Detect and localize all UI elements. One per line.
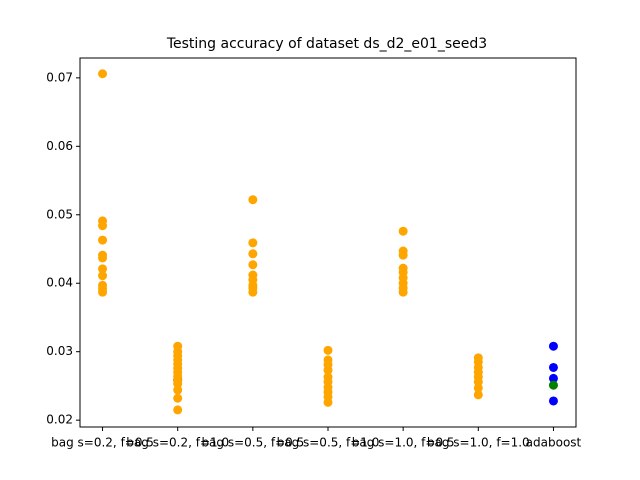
- point: [248, 260, 258, 270]
- point: [548, 396, 558, 406]
- x-tick-label: adaboost: [526, 436, 582, 450]
- point: [173, 385, 183, 395]
- y-tick-label: 0.07: [46, 70, 73, 84]
- x-tick-label: bag s=0.5, f=1.0: [277, 436, 380, 450]
- x-tick-label: bag s=0.2, f=1.0: [126, 436, 229, 450]
- point: [98, 221, 108, 231]
- point: [398, 250, 408, 260]
- point: [548, 373, 558, 383]
- point: [248, 287, 258, 297]
- point: [98, 264, 108, 274]
- point: [98, 253, 108, 263]
- point: [98, 69, 108, 79]
- y-tick-label: 0.02: [46, 413, 73, 427]
- point: [248, 195, 258, 205]
- y-tick-label: 0.05: [46, 207, 73, 221]
- point: [98, 271, 108, 281]
- y-tick-label: 0.06: [46, 139, 73, 153]
- point: [248, 238, 258, 248]
- y-tick-label: 0.04: [46, 276, 73, 290]
- point: [548, 341, 558, 351]
- point: [398, 287, 408, 297]
- point: [173, 379, 183, 389]
- point: [98, 287, 108, 297]
- point: [548, 362, 558, 372]
- point: [323, 397, 333, 407]
- point: [548, 380, 558, 390]
- x-tick-label: bag s=1.0, f=1.0: [427, 436, 530, 450]
- point: [248, 249, 258, 259]
- chart-title: Testing accuracy of dataset ds_d2_e01_se…: [166, 36, 487, 52]
- point: [173, 393, 183, 403]
- point: [173, 405, 183, 415]
- x-tick-label: bag s=0.5, f=0.5: [201, 436, 304, 450]
- x-tick-label: bag s=0.2, f=0.5: [51, 436, 154, 450]
- point: [473, 383, 483, 393]
- point: [398, 226, 408, 236]
- point: [323, 345, 333, 355]
- point: [473, 377, 483, 387]
- x-tick-label: bag s=1.0, f=0.5: [352, 436, 455, 450]
- point: [323, 365, 333, 375]
- y-tick-label: 0.03: [46, 344, 73, 358]
- point: [98, 235, 108, 245]
- point: [473, 390, 483, 400]
